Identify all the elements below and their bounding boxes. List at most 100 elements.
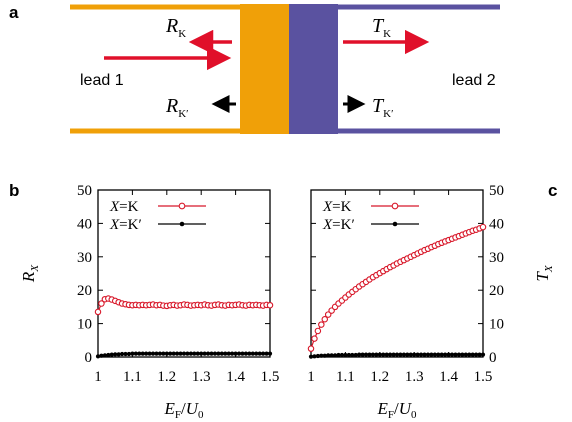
legend-marker [179, 221, 185, 227]
legend-entry: X=K [109, 199, 206, 215]
data-point [367, 352, 372, 357]
legend-label: X=K [109, 199, 139, 215]
x-axis-label: EF/U0 [163, 399, 204, 421]
lead1-label: lead 1 [80, 72, 124, 89]
data-point [161, 351, 166, 356]
panel-label-c: c [548, 181, 557, 200]
x-tick-label: 1 [94, 369, 102, 385]
data-point [140, 351, 145, 356]
data-point [374, 352, 379, 357]
y-tick-label: 50 [489, 183, 504, 199]
data-point [318, 321, 325, 328]
data-point [264, 351, 269, 356]
data-point [106, 352, 111, 358]
data-point [314, 327, 322, 335]
data-point [199, 351, 204, 356]
data-point [377, 352, 382, 357]
data-point [329, 353, 334, 358]
data-point [353, 352, 358, 358]
data-point [346, 352, 351, 358]
data-point [405, 352, 410, 357]
data-point [247, 351, 252, 356]
legend-marker [392, 221, 398, 227]
legend-label: X=K′ [322, 217, 355, 233]
y-tick-label: 30 [77, 250, 92, 266]
data-point [154, 351, 159, 356]
data-point [432, 352, 437, 357]
chart-transmission: 1 1.1 1.2 1.3 1.4 1.5 0 10 20 30 40 50 EF/U0 TX X=K X=K… [307, 183, 555, 421]
legend-marker [178, 202, 186, 210]
data-point [474, 352, 479, 357]
x-tick-label: 1.2 [157, 369, 176, 385]
data-point [439, 352, 444, 357]
data-point [219, 351, 224, 356]
data-point [205, 351, 211, 356]
data-point [343, 352, 348, 358]
data-point [381, 352, 386, 357]
data-point [137, 351, 142, 356]
data-point [175, 351, 180, 356]
x-tick-label: 1 [307, 369, 315, 385]
data-point [460, 352, 465, 357]
panel-label-a: a [9, 3, 19, 22]
data-point [216, 351, 221, 356]
data-point [254, 351, 259, 356]
y-axis-label: RX [19, 264, 41, 283]
x-tick-label: 1.4 [226, 369, 245, 385]
data-point [398, 352, 403, 357]
data-point [449, 352, 455, 357]
data-point [164, 351, 169, 356]
data-point [98, 300, 105, 307]
data-point [113, 352, 118, 357]
data-point [429, 352, 434, 357]
data-point [126, 351, 132, 357]
data-point [326, 353, 331, 358]
y-tick-label: 0 [85, 350, 93, 366]
plot-frame [310, 189, 484, 358]
x-tick-label: 1.5 [261, 369, 280, 385]
data-point [480, 352, 486, 357]
data-point [370, 352, 376, 357]
x-tick-label: 1.3 [405, 369, 424, 385]
data-point [357, 352, 362, 357]
data-point [394, 352, 400, 357]
data-point [477, 352, 482, 357]
legend-entry: X=K [322, 199, 419, 215]
data-point [150, 351, 156, 356]
data-point [422, 352, 427, 357]
data-point [436, 352, 441, 357]
data-point [412, 352, 417, 357]
x-tick-label: 1.4 [439, 369, 458, 385]
y-axis-label: TX [533, 264, 555, 281]
data-point [308, 354, 314, 359]
label-r-k: RK [165, 15, 186, 40]
y-tick-label: 10 [489, 317, 504, 333]
x-tick-label: 1.3 [192, 369, 211, 385]
data-point [119, 351, 125, 357]
x-axis-label: EF/U0 [376, 399, 417, 421]
chart-reflection: 1 1.1 1.2 1.3 1.4 1.5 0 10 20 30 40 50 EF/U0 RX X=K X=K… [19, 183, 279, 421]
data-point [178, 351, 183, 356]
data-point [453, 352, 458, 357]
data-point [339, 352, 345, 358]
lead1-region [240, 4, 289, 134]
data-point [185, 351, 190, 356]
legend-entry: X=K′ [109, 217, 206, 233]
schematic: lead 1 lead 2 RK TK RK′ TK′ [70, 4, 500, 134]
data-point [233, 351, 238, 356]
data-point [168, 351, 173, 356]
series-k [307, 223, 487, 352]
lead2-label: lead 2 [452, 72, 496, 89]
data-point [240, 351, 245, 356]
data-point [223, 351, 228, 356]
data-point [463, 352, 468, 357]
data-point [257, 351, 262, 356]
data-point [391, 352, 396, 357]
label-r-kp: RK′ [165, 95, 189, 120]
lead2-region [289, 4, 338, 134]
data-point [467, 352, 472, 357]
data-point [212, 351, 218, 356]
data-point [130, 351, 135, 356]
y-tick-label: 40 [77, 216, 92, 232]
data-point [360, 352, 365, 357]
